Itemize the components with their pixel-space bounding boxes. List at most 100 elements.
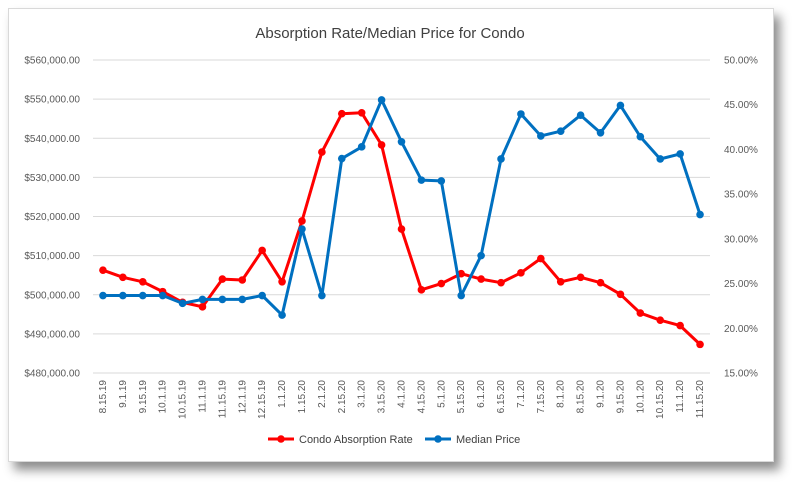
x-tick-label: 1.15.20 xyxy=(297,380,308,414)
data-point-median-price xyxy=(696,210,704,219)
data-point-absorption-rate xyxy=(696,340,704,349)
data-point-median-price xyxy=(656,155,665,163)
data-point-absorption-rate xyxy=(357,108,366,117)
data-point-absorption-rate xyxy=(596,278,605,287)
legend: Condo Absorption Rate Median Price xyxy=(268,434,520,446)
chart-card xyxy=(8,8,774,462)
data-point-median-price xyxy=(278,311,286,319)
data-point-median-price xyxy=(457,291,466,300)
data-point-median-price xyxy=(158,291,167,300)
x-tick-label: 9.15.19 xyxy=(138,380,149,414)
right-tick-label: 45.00% xyxy=(724,100,758,111)
x-tick-label: 10.1.20 xyxy=(635,380,646,414)
right-axis-ticks: 15.00% 20.00% 25.00% 30.00% 35.00% 40.00% 45.0… xyxy=(724,56,758,380)
data-point-median-price xyxy=(178,299,187,308)
data-point-median-price xyxy=(537,132,545,140)
x-tick-label: 10.1.19 xyxy=(158,380,169,414)
data-point-absorption-rate xyxy=(676,321,684,330)
data-point-median-price xyxy=(517,110,525,118)
x-tick-label: 4.15.20 xyxy=(416,380,427,414)
grid-lines xyxy=(93,59,710,374)
right-tick-label: 25.00% xyxy=(724,279,758,290)
data-point-median-price xyxy=(337,154,346,163)
data-point-median-price xyxy=(576,111,585,119)
x-tick-label: 8.15.19 xyxy=(98,380,109,414)
x-tick-label: 11.15.19 xyxy=(217,380,228,419)
data-point-absorption-rate xyxy=(238,276,247,284)
x-tick-label: 6.15.20 xyxy=(496,380,507,414)
data-point-absorption-rate xyxy=(318,148,326,156)
data-point-absorption-rate xyxy=(576,273,585,282)
data-point-absorption-rate xyxy=(138,277,147,286)
data-point-median-price xyxy=(218,295,227,304)
x-tick-label: 11.15.20 xyxy=(695,380,706,419)
x-tick-label: 6.1.20 xyxy=(476,380,487,408)
left-tick-label: $560,000.00 xyxy=(24,56,80,67)
data-point-median-price xyxy=(377,96,386,104)
right-tick-label: 40.00% xyxy=(724,145,758,156)
data-point-absorption-rate xyxy=(337,109,346,118)
data-point-median-price xyxy=(397,137,406,146)
x-tick-label: 9.1.20 xyxy=(596,380,607,408)
chart-title: Absorption Rate/Median Price for Condo xyxy=(255,25,524,42)
data-point-absorption-rate xyxy=(278,277,286,286)
x-tick-label: 12.15.19 xyxy=(257,380,268,419)
left-tick-label: $480,000.00 xyxy=(24,369,80,380)
data-point-absorption-rate xyxy=(218,275,227,283)
data-point-absorption-rate xyxy=(517,269,525,277)
right-tick-label: 30.00% xyxy=(724,234,758,245)
data-point-median-price xyxy=(357,143,366,151)
x-tick-label: 3.1.20 xyxy=(357,380,368,408)
data-point-median-price xyxy=(119,291,127,300)
x-tick-label: 5.1.20 xyxy=(436,380,447,408)
x-tick-label: 2.15.20 xyxy=(337,380,348,414)
data-point-absorption-rate xyxy=(397,225,406,233)
x-tick-label: 4.1.20 xyxy=(397,380,408,408)
x-tick-label: 3.15.20 xyxy=(377,380,388,414)
right-tick-label: 50.00% xyxy=(724,56,758,67)
data-point-absorption-rate xyxy=(99,266,107,274)
data-point-median-price xyxy=(556,127,565,136)
data-point-absorption-rate xyxy=(556,277,565,286)
left-tick-label: $510,000.00 xyxy=(24,251,80,262)
data-point-absorption-rate xyxy=(616,290,625,299)
left-axis-ticks: $480,000.00 $490,000.00 $500,000.00 $510,00… xyxy=(24,56,80,380)
x-tick-label: 1.1.20 xyxy=(277,380,288,408)
data-point-median-price xyxy=(636,132,645,141)
data-point-absorption-rate xyxy=(457,269,466,278)
data-point-median-price xyxy=(616,101,625,110)
data-point-median-price xyxy=(437,177,446,185)
data-point-median-price xyxy=(477,251,485,260)
x-tick-label: 7.1.20 xyxy=(516,380,527,408)
x-tick-label: 11.1.19 xyxy=(197,380,208,413)
x-tick-label: 9.15.20 xyxy=(615,380,626,414)
data-point-median-price xyxy=(596,128,605,137)
right-tick-label: 35.00% xyxy=(724,190,758,201)
legend-marker xyxy=(434,435,442,443)
left-tick-label: $520,000.00 xyxy=(24,212,80,223)
data-point-median-price xyxy=(138,291,147,300)
x-tick-label: 7.15.20 xyxy=(536,380,547,414)
x-tick-label: 11.1.20 xyxy=(675,380,686,413)
data-point-median-price xyxy=(298,225,306,233)
data-point-absorption-rate xyxy=(537,254,545,263)
right-tick-label: 20.00% xyxy=(724,324,758,335)
left-tick-label: $500,000.00 xyxy=(24,290,80,301)
left-tick-label: $550,000.00 xyxy=(24,95,80,106)
data-point-absorption-rate xyxy=(298,217,306,225)
data-point-median-price xyxy=(318,291,326,300)
x-tick-label: 2.1.20 xyxy=(317,380,328,408)
legend-label: Median Price xyxy=(456,434,520,446)
data-point-absorption-rate xyxy=(636,309,645,317)
data-point-median-price xyxy=(417,176,426,184)
x-tick-label: 8.1.20 xyxy=(556,380,567,408)
data-point-absorption-rate xyxy=(497,278,505,287)
x-tick-label: 10.15.20 xyxy=(655,380,666,419)
x-tick-label: 12.1.19 xyxy=(237,380,248,414)
x-tick-label: 5.15.20 xyxy=(456,380,467,414)
data-point-median-price xyxy=(676,150,684,158)
data-point-median-price xyxy=(198,295,207,304)
data-point-absorption-rate xyxy=(119,273,127,282)
data-point-absorption-rate xyxy=(437,279,446,288)
